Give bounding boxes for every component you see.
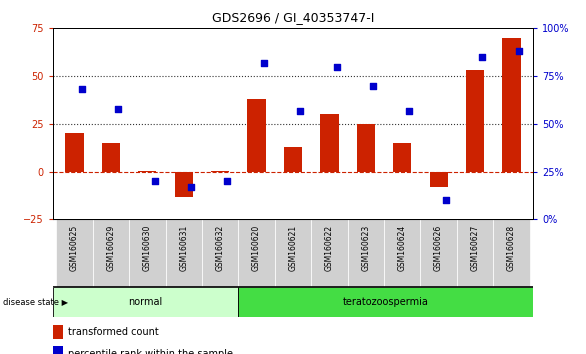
Text: GSM160620: GSM160620 (252, 225, 261, 271)
Bar (357, 124, 375, 172)
Text: GSM160628: GSM160628 (507, 225, 516, 271)
Title: GDS2696 / GI_40353747-I: GDS2696 / GI_40353747-I (212, 11, 374, 24)
Bar (53, 346, 63, 354)
Bar (102, 143, 120, 172)
Text: GSM160629: GSM160629 (107, 225, 115, 271)
Point (150, 178, 159, 184)
Text: disease state ▶: disease state ▶ (3, 297, 68, 306)
Bar (129, 219, 166, 287)
Bar (347, 219, 384, 287)
Bar (66, 133, 84, 172)
Text: GSM160625: GSM160625 (70, 225, 79, 271)
Point (295, 108, 305, 113)
Bar (384, 219, 420, 287)
Bar (53, 325, 63, 339)
Point (478, 54, 487, 60)
Text: GSM160630: GSM160630 (143, 225, 152, 271)
Bar (466, 70, 484, 172)
Text: transformed count: transformed count (68, 327, 159, 337)
Bar (138, 171, 156, 172)
Bar (321, 114, 339, 172)
Point (369, 83, 378, 88)
Bar (202, 219, 239, 287)
Bar (53, 287, 237, 317)
Point (259, 60, 268, 65)
Bar (420, 219, 457, 287)
Point (223, 178, 232, 184)
Text: GSM160631: GSM160631 (179, 225, 188, 271)
Text: percentile rank within the sample: percentile rank within the sample (68, 348, 233, 354)
Point (186, 184, 196, 190)
Text: GSM160622: GSM160622 (325, 225, 334, 271)
Bar (275, 219, 311, 287)
Bar (93, 219, 129, 287)
Text: GSM160632: GSM160632 (216, 225, 224, 271)
Point (514, 48, 523, 54)
Bar (247, 99, 265, 172)
Bar (175, 172, 193, 196)
Point (405, 108, 414, 113)
Text: GSM160627: GSM160627 (471, 225, 479, 271)
Bar (311, 219, 347, 287)
Text: GSM160623: GSM160623 (362, 225, 370, 271)
Bar (430, 172, 448, 187)
Point (332, 64, 342, 69)
Text: GSM160621: GSM160621 (288, 225, 298, 271)
Bar (493, 219, 530, 287)
Bar (56, 219, 93, 287)
Bar (457, 219, 493, 287)
Bar (239, 219, 275, 287)
Text: normal: normal (128, 297, 162, 307)
Bar (502, 38, 520, 172)
Point (114, 106, 123, 112)
Bar (393, 143, 411, 172)
Bar (284, 147, 302, 172)
Bar (166, 219, 202, 287)
Bar (237, 287, 533, 317)
Point (441, 198, 451, 203)
Point (77, 87, 87, 92)
Bar (211, 171, 229, 172)
Text: teratozoospermia: teratozoospermia (342, 297, 428, 307)
Text: GSM160624: GSM160624 (398, 225, 407, 271)
Text: GSM160626: GSM160626 (434, 225, 443, 271)
